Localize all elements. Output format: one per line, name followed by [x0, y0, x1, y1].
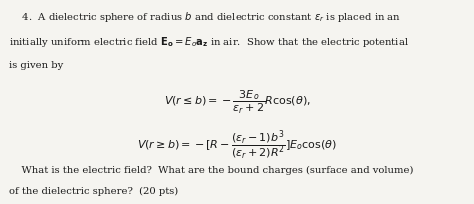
Text: initially uniform electric field $\mathbf{E_o} = E_o\mathbf{a_z}$ in air.  Show : initially uniform electric field $\mathb… [9, 35, 410, 49]
Text: of the dielectric sphere?  (20 pts): of the dielectric sphere? (20 pts) [9, 187, 179, 196]
Text: What is the electric field?  What are the bound charges (surface and volume): What is the electric field? What are the… [9, 166, 414, 175]
Text: $V(r \leq b) = -\dfrac{3E_o}{\epsilon_r+2}R\cos(\theta),$: $V(r \leq b) = -\dfrac{3E_o}{\epsilon_r+… [164, 89, 310, 116]
Text: is given by: is given by [9, 61, 64, 70]
Text: 4.  A dielectric sphere of radius $b$ and dielectric constant $\epsilon_r$ is pl: 4. A dielectric sphere of radius $b$ and… [9, 10, 401, 24]
Text: $V(r \geq b) = -[R - \dfrac{(\epsilon_r-1)b^3}{(\epsilon_r+2)R^2}]E_o\cos(\theta: $V(r \geq b) = -[R - \dfrac{(\epsilon_r-… [137, 129, 337, 162]
